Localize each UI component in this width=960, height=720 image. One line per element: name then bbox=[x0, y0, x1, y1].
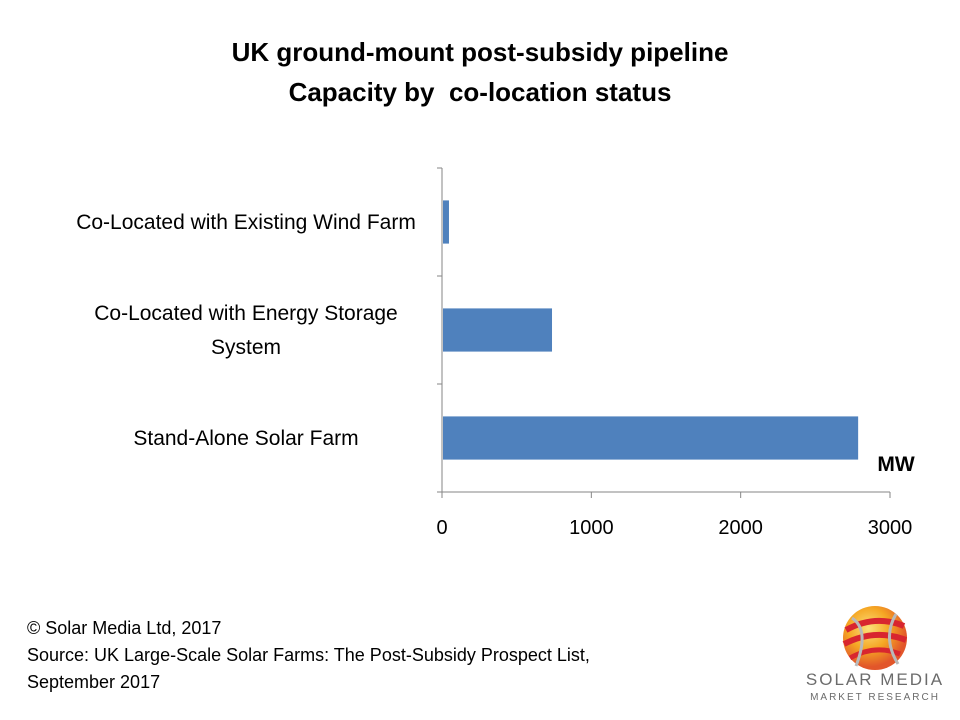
footer: © Solar Media Ltd, 2017 Source: UK Large… bbox=[27, 615, 590, 696]
x-tick-label: 2000 bbox=[718, 517, 763, 539]
category-label-line: System bbox=[211, 336, 281, 359]
x-tick-label: 0 bbox=[436, 517, 447, 539]
category-label: Co-Located with Energy Storage System bbox=[94, 302, 398, 359]
category-label-line: Stand-Alone Solar Farm bbox=[133, 427, 358, 450]
category-label: Stand-Alone Solar Farm bbox=[133, 427, 358, 450]
x-axis-unit-label: MW bbox=[877, 453, 914, 476]
source-text-line1: Source: UK Large-Scale Solar Farms: The … bbox=[27, 645, 590, 665]
plot-area: 0 1000 2000 3000 Stand-Alone Solar Farm Co-Lo… bbox=[76, 167, 915, 539]
solar-media-logo: SOLAR MEDIA MARKET RESEARCH bbox=[800, 600, 950, 715]
category-label-line: Co-Located with Energy Storage bbox=[94, 302, 398, 325]
bar bbox=[443, 416, 859, 460]
chart-title: UK ground-mount post-subsidy pipeline bbox=[231, 37, 729, 67]
bar bbox=[443, 308, 553, 352]
chart-subtitle: Capacity by co-location status bbox=[288, 77, 672, 107]
category-label: Co-Located with Existing Wind Farm bbox=[76, 211, 416, 234]
globe-logo-icon bbox=[842, 606, 908, 670]
x-tick-label: 1000 bbox=[569, 517, 614, 539]
chart-title-block: UK ground-mount post-subsidy pipeline Ca… bbox=[0, 32, 960, 112]
copyright-text: © Solar Media Ltd, 2017 bbox=[27, 618, 222, 638]
source-text-line2: September 2017 bbox=[27, 672, 161, 692]
x-tick-label: 3000 bbox=[868, 517, 913, 539]
logo-tagline: MARKET RESEARCH bbox=[810, 692, 940, 703]
bar bbox=[443, 200, 449, 244]
category-label-line: Co-Located with Existing Wind Farm bbox=[76, 211, 416, 234]
logo-wordmark: SOLAR MEDIA bbox=[805, 670, 945, 689]
